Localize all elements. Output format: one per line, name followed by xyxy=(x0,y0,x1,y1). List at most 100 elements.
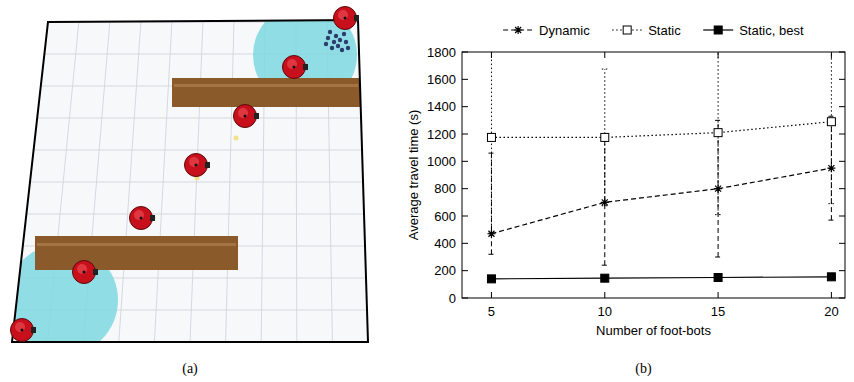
y-tick-label: 1200 xyxy=(427,127,456,142)
error-bar xyxy=(602,139,608,265)
marker-star xyxy=(487,230,495,238)
floor-grid-line xyxy=(0,182,380,183)
robot-center xyxy=(293,66,296,69)
error-bar xyxy=(488,52,494,233)
robot-sensor xyxy=(303,64,308,70)
y-tick-label: 600 xyxy=(434,209,456,224)
x-axis-title: Number of foot-bots xyxy=(596,323,711,338)
y-tick-mirror xyxy=(839,243,845,244)
marker xyxy=(487,230,495,238)
wall xyxy=(172,78,360,107)
y-tick-mirror xyxy=(839,188,845,189)
light xyxy=(151,216,156,221)
robot-center xyxy=(244,115,247,118)
floor-grid-line xyxy=(0,214,380,215)
beacon xyxy=(344,40,348,44)
y-tick-label: 1400 xyxy=(427,99,456,114)
robot-highlight xyxy=(338,10,348,20)
robot-center xyxy=(83,271,86,274)
x-tick xyxy=(718,292,719,298)
robot-sensor xyxy=(93,269,98,275)
y-tick-label: 0 xyxy=(449,291,456,306)
y-tick xyxy=(462,270,468,271)
y-tick xyxy=(462,243,468,244)
floor-grid-line xyxy=(119,20,141,342)
plot-marks xyxy=(487,52,835,283)
legend-item: Static xyxy=(612,23,681,38)
marker xyxy=(714,274,722,282)
y-tick-label: 1600 xyxy=(427,72,456,87)
robot xyxy=(334,7,357,30)
robot-sensor xyxy=(205,162,210,168)
page: {"chart_data": {"type": "line", "x_label… xyxy=(0,0,854,382)
y-tick-label: 200 xyxy=(434,263,456,278)
robot xyxy=(283,56,306,79)
robot xyxy=(130,207,153,230)
wall xyxy=(35,236,238,270)
robot-center xyxy=(21,329,24,332)
marker xyxy=(487,133,495,141)
x-tick-label: 10 xyxy=(598,304,612,319)
floor-grid-line xyxy=(190,20,203,342)
robot-sensor xyxy=(31,327,36,333)
floor-grid-line xyxy=(154,20,172,342)
y-tick-mirror xyxy=(839,134,845,135)
beacon xyxy=(346,46,350,50)
panel-label: (b) xyxy=(635,361,652,377)
series-line xyxy=(491,168,831,234)
legend-label: Dynamic xyxy=(539,23,590,38)
y-tick-mirror xyxy=(839,106,845,107)
beacon xyxy=(330,46,334,50)
plot-frame xyxy=(462,52,845,298)
legend-marker-holder xyxy=(623,26,631,34)
robot xyxy=(185,154,208,177)
legend-marker xyxy=(514,26,522,34)
panel-label: (a) xyxy=(182,361,198,377)
y-tick-mirror xyxy=(839,161,845,162)
y-axis-title: Average travel time (s) xyxy=(406,110,421,241)
marker xyxy=(601,133,609,141)
beacon xyxy=(342,32,346,36)
x-tick-mirror xyxy=(604,52,605,58)
legend-marker-holder xyxy=(514,26,522,34)
x-tick-label: 15 xyxy=(711,304,725,319)
robot-highlight xyxy=(189,157,199,167)
y-tick xyxy=(462,79,468,80)
marker xyxy=(714,129,722,137)
robot xyxy=(11,319,34,342)
error-bar xyxy=(715,52,721,215)
y-tick-mirror xyxy=(839,79,845,80)
floor-grid-line xyxy=(0,150,380,151)
y-tick-mirror xyxy=(839,270,845,271)
robot-highlight xyxy=(77,264,87,274)
light xyxy=(234,136,239,141)
legend-label: Static, best xyxy=(739,23,804,38)
robot-sensor xyxy=(354,15,359,21)
robot-sensor xyxy=(254,113,259,119)
y-tick-label: 1000 xyxy=(427,154,456,169)
y-tick-label: 400 xyxy=(434,236,456,251)
robot-highlight xyxy=(238,108,248,118)
y-tick xyxy=(462,161,468,162)
y-tick-mirror xyxy=(839,216,845,217)
series xyxy=(487,116,835,265)
robot-highlight xyxy=(287,59,297,69)
robot-center xyxy=(140,217,143,220)
beacon xyxy=(332,40,336,44)
y-tick xyxy=(462,216,468,217)
marker xyxy=(827,118,835,126)
x-tick xyxy=(604,292,605,298)
legend-label: Static xyxy=(648,23,681,38)
x-tick xyxy=(831,292,832,298)
scene xyxy=(0,3,380,356)
floor-grid-line xyxy=(0,118,380,119)
legend-item: Dynamic xyxy=(503,23,590,38)
robot-center xyxy=(344,17,347,20)
floor-grid-line xyxy=(226,20,234,342)
marker xyxy=(601,274,609,282)
beacon xyxy=(338,38,342,42)
y-tick xyxy=(462,188,468,189)
robot-center xyxy=(195,164,198,167)
beacon xyxy=(324,42,328,46)
axes: 0200400600800100012001400160018005101520… xyxy=(406,45,845,339)
